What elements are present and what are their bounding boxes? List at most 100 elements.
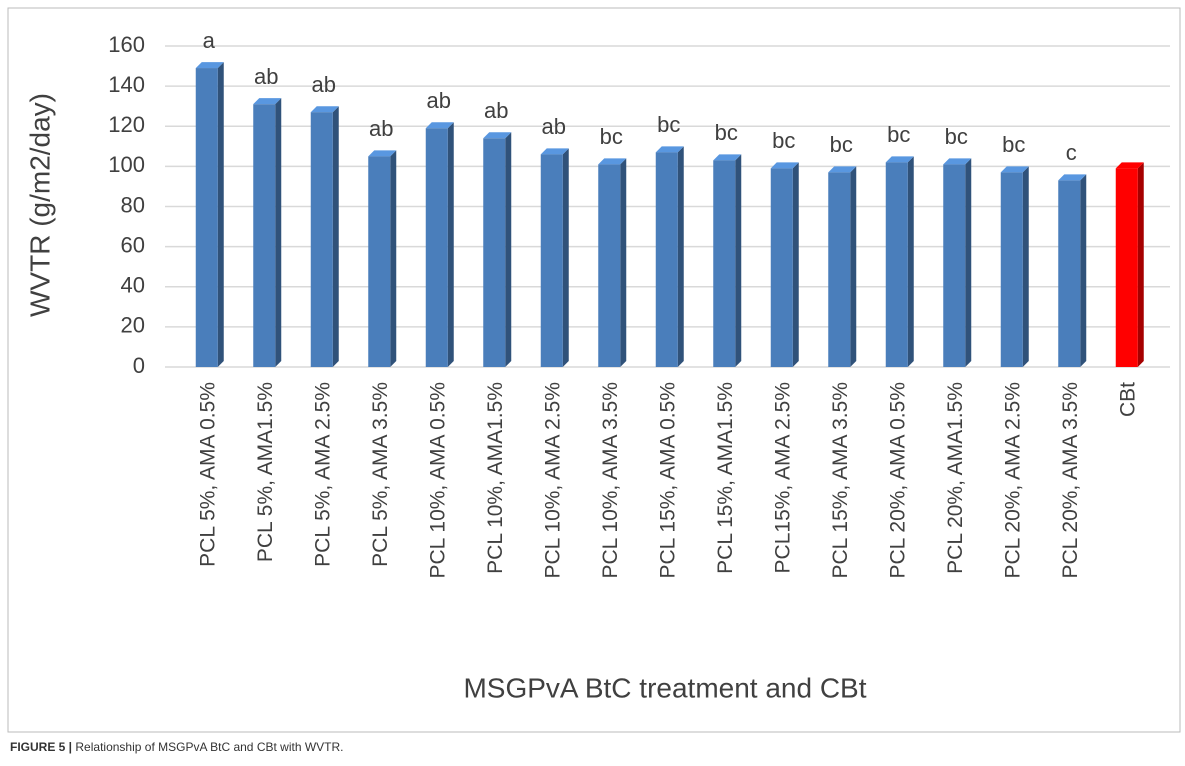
bar-top — [1000, 166, 1029, 173]
bar-side — [447, 122, 454, 367]
bar-top — [253, 98, 282, 105]
bar-side — [907, 156, 914, 367]
bar-top — [368, 150, 397, 157]
bar-annotation: bc — [887, 122, 910, 147]
bar — [1115, 168, 1138, 367]
caption-label: FIGURE 5 | — [10, 740, 72, 754]
x-tick-label: PCL 20%, AMA1.5% — [944, 382, 967, 574]
x-tick-label: PCL 10%, AMA 3.5% — [599, 382, 622, 579]
bar-top — [195, 62, 224, 69]
x-tick-label: PCL 5%, AMA 3.5% — [369, 382, 392, 567]
x-tick-label: PCL 10%, AMA 0.5% — [426, 382, 449, 579]
bar — [253, 104, 276, 368]
y-tick-label: 160 — [108, 32, 145, 57]
bar-annotation: bc — [772, 128, 795, 153]
bar — [885, 162, 908, 367]
bar-side — [850, 166, 857, 367]
y-tick-label: 100 — [108, 152, 145, 177]
bar-top — [483, 132, 512, 139]
bar-top — [770, 162, 799, 169]
bar-annotation: bc — [945, 124, 968, 149]
x-tick-label: PCL 10%, AMA 2.5% — [541, 382, 564, 579]
y-tick-label: 40 — [121, 273, 145, 298]
y-tick-label: 20 — [121, 313, 145, 338]
chart-border — [7, 7, 1181, 733]
bar — [1000, 172, 1023, 367]
bar-side — [217, 62, 224, 367]
x-tick-label: CBt — [1116, 382, 1139, 417]
caption-text: Relationship of MSGPvA BtC and CBt with … — [75, 740, 343, 754]
bar-side — [792, 162, 799, 367]
y-tick-label: 80 — [121, 192, 145, 217]
bar-side — [677, 146, 684, 367]
bar-top — [713, 154, 742, 161]
bar-annotation: ab — [427, 88, 451, 113]
x-tick-label: PCL 20%, AMA 2.5% — [1001, 382, 1024, 579]
bar-top — [655, 146, 684, 153]
bar-annotation: bc — [715, 120, 738, 145]
bar — [713, 160, 736, 367]
bar — [483, 138, 506, 367]
bar-top — [943, 158, 972, 165]
bar-side — [1137, 162, 1144, 367]
bar-side — [332, 106, 339, 368]
bar-top — [425, 122, 454, 129]
bar-annotation: ab — [369, 116, 393, 141]
bar-annotation: a — [203, 28, 216, 53]
bar-side — [505, 132, 512, 367]
x-tick-label: PCL 5%, AMA1.5% — [254, 382, 277, 562]
bar-top — [828, 166, 857, 173]
bar-annotation: bc — [830, 132, 853, 157]
bar — [655, 152, 678, 367]
bar — [770, 168, 793, 367]
bar — [368, 156, 391, 367]
x-tick-label: PCL 20%, AMA 3.5% — [1059, 382, 1082, 579]
bar — [310, 112, 333, 367]
bar-side — [1080, 174, 1087, 367]
bar-annotation: ab — [312, 72, 336, 97]
bar-annotation: ab — [254, 64, 278, 89]
x-tick-label: PCL 15%, AMA 0.5% — [656, 382, 679, 579]
x-tick-label: PCL 15%, AMA 3.5% — [829, 382, 852, 579]
bar-top — [1115, 162, 1144, 169]
bar-side — [1022, 166, 1029, 367]
bar — [828, 172, 851, 367]
bar — [943, 164, 966, 367]
bar-side — [620, 158, 627, 367]
bar — [598, 164, 621, 367]
y-tick-label: 120 — [108, 112, 145, 137]
x-tick-label: PCL 5%, AMA 2.5% — [311, 382, 334, 567]
bar-side — [275, 98, 282, 368]
x-tick-label: PCL 20%, AMA 0.5% — [886, 382, 909, 579]
bar-annotation: bc — [657, 112, 680, 137]
bar — [540, 154, 563, 367]
bar-top — [1058, 174, 1087, 181]
bar-top — [598, 158, 627, 165]
x-tick-label: PCL 5%, AMA 0.5% — [196, 382, 219, 567]
bar-side — [562, 148, 569, 367]
y-tick-label: 60 — [121, 232, 145, 257]
x-tick-label: PCL 15%, AMA1.5% — [714, 382, 737, 574]
bar-side — [390, 150, 397, 367]
x-axis-title: MSGPvA BtC treatment and CBt — [463, 672, 866, 703]
bar-side — [965, 158, 972, 367]
bar-top — [885, 156, 914, 163]
y-axis-title: WVTR (g/m2/day) — [24, 93, 55, 317]
bar — [195, 68, 218, 367]
bar-annotation: bc — [1002, 132, 1025, 157]
bar — [425, 128, 448, 367]
bar-top — [310, 106, 339, 113]
y-tick-label: 140 — [108, 72, 145, 97]
bar-annotation: ab — [542, 114, 566, 139]
bar-side — [735, 154, 742, 367]
bar-annotation: c — [1066, 140, 1077, 165]
bar-top — [540, 148, 569, 155]
y-tick-label: 0 — [133, 353, 145, 378]
bar — [1058, 180, 1081, 367]
caption: FIGURE 5 | Relationship of MSGPvA BtC an… — [10, 740, 344, 754]
x-tick-label: PCL 10%, AMA1.5% — [484, 382, 507, 574]
x-tick-label: PCL15%, AMA 2.5% — [771, 382, 794, 573]
bar-annotation: bc — [600, 124, 623, 149]
bar-annotation: ab — [484, 98, 508, 123]
